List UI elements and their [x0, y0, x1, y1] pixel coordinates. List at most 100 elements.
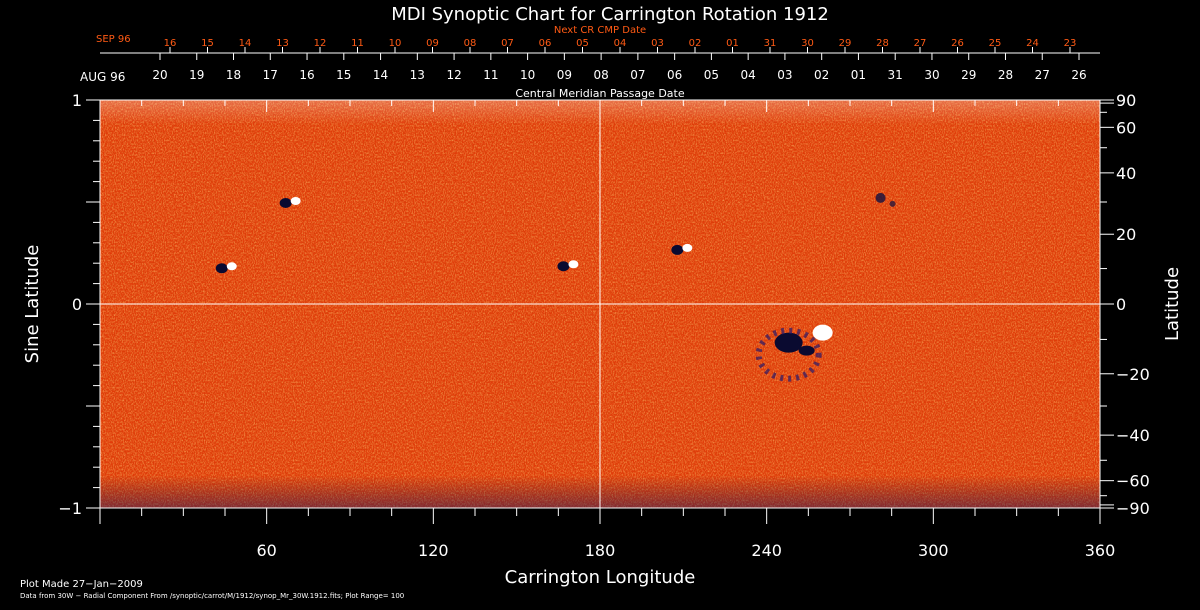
y-tick-label-left: 1 [72, 91, 82, 110]
x-tick-label: 60 [256, 541, 276, 560]
y-axis-label-left: Sine Latitude [22, 245, 43, 364]
y-tick-label-right: −60 [1116, 472, 1150, 491]
cmp-tick-label: 27 [1035, 68, 1050, 82]
x-tick-label: 240 [751, 541, 782, 560]
next-cr-tick-label: 04 [614, 38, 627, 49]
cmp-tick-label: 19 [189, 68, 204, 82]
next-cr-month: SEP 96 [96, 34, 131, 45]
cmp-tick-label: 14 [373, 68, 388, 82]
next-cr-ticks: 16 15 14 13 12 11 10 09 08 07 06 05 04 03 02 01 31 30 29 28… [164, 38, 1077, 53]
cmp-tick-label: 16 [299, 68, 314, 82]
next-cr-tick-label: 08 [464, 38, 477, 49]
cmp-tick-label: 01 [851, 68, 866, 82]
region-negative-spot [798, 345, 815, 356]
next-cr-tick-label: 05 [576, 38, 589, 49]
next-cr-tick-label: 11 [351, 38, 364, 49]
next-cr-tick-label: 02 [689, 38, 702, 49]
y-tick-label-right: 60 [1116, 118, 1136, 137]
cmp-tick-label: 15 [336, 68, 351, 82]
region-positive-spot [812, 324, 833, 341]
region-negative-spot [671, 244, 684, 255]
region-negative-spot [774, 332, 803, 353]
cmp-tick-label: 30 [924, 68, 939, 82]
cmp-tick-label: 17 [263, 68, 278, 82]
region-positive-spot [226, 262, 237, 271]
cmp-tick-label: 11 [483, 68, 498, 82]
next-cr-tick-label: 07 [501, 38, 514, 49]
y-tick-label-right: 90 [1116, 91, 1136, 110]
cmp-tick-label: 02 [814, 68, 829, 82]
next-cr-tick-label: 31 [764, 38, 777, 49]
region-negative-spot [889, 200, 896, 207]
right-axis: 90 60 40 20 0 −20 −40 −60 −90 [1100, 91, 1150, 518]
plot-made-note: Plot Made 27−Jan−2009 [20, 579, 143, 590]
x-tick-label: 180 [585, 541, 616, 560]
cmp-axis-label: Central Meridian Passage Date [515, 87, 684, 100]
next-cr-tick-label: 13 [276, 38, 289, 49]
cmp-tick-label: 07 [630, 68, 645, 82]
next-cr-tick-label: 24 [1026, 38, 1039, 49]
x-axis-label: Carrington Longitude [505, 567, 696, 588]
cmp-tick-label: 09 [557, 68, 572, 82]
cmp-tick-label: 31 [888, 68, 903, 82]
y-tick-label-right: −20 [1116, 365, 1150, 384]
cmp-tick-label: 05 [704, 68, 719, 82]
next-cr-tick-label: 27 [914, 38, 927, 49]
bottom-axis: 60 120 180 240 300 360 [99, 100, 1116, 560]
next-cr-tick-label: 23 [1064, 38, 1077, 49]
y-tick-label-left: −1 [58, 499, 82, 518]
next-cr-tick-label: 06 [539, 38, 552, 49]
next-cr-axis-label: Next CR CMP Date [554, 25, 646, 36]
cmp-tick-label: 13 [410, 68, 425, 82]
region-negative-spot [279, 198, 292, 208]
cmp-tick-label: 12 [446, 68, 461, 82]
region-positive-spot [290, 197, 301, 205]
next-cr-tick-label: 14 [239, 38, 252, 49]
cmp-tick-label: 26 [1071, 68, 1086, 82]
next-cr-tick-label: 12 [314, 38, 327, 49]
region-negative-spot [557, 261, 570, 272]
x-tick-label: 360 [1085, 541, 1116, 560]
cmp-tick-label: 18 [226, 68, 241, 82]
cmp-ticks: 20 19 18 17 16 15 14 13 12 11 10 09 08 07 06 05 04 03 02 01… [152, 53, 1087, 82]
left-axis: 1 0 −1 [58, 91, 100, 518]
y-tick-label-right: −90 [1116, 499, 1150, 518]
next-cr-tick-label: 10 [389, 38, 402, 49]
region-negative-spot [875, 192, 886, 203]
region-positive-spot [682, 243, 693, 252]
active-region [215, 262, 237, 274]
y-tick-label-right: 40 [1116, 164, 1136, 183]
cmp-tick-label: 10 [520, 68, 535, 82]
x-tick-label: 300 [918, 541, 949, 560]
x-tick-label: 120 [418, 541, 449, 560]
cmp-tick-label: 06 [667, 68, 682, 82]
cmp-tick-label: 29 [961, 68, 976, 82]
cmp-tick-label: 20 [152, 68, 167, 82]
next-cr-tick-label: 09 [426, 38, 439, 49]
y-tick-label-right: −40 [1116, 426, 1150, 445]
y-tick-label-right: 0 [1116, 295, 1126, 314]
y-tick-label-left: 0 [72, 295, 82, 314]
region-positive-spot [568, 260, 579, 269]
active-region [557, 260, 579, 272]
next-cr-tick-label: 03 [651, 38, 664, 49]
cmp-tick-label: 04 [741, 68, 756, 82]
next-cr-tick-label: 30 [801, 38, 814, 49]
next-cr-tick-label: 15 [201, 38, 214, 49]
y-tick-label-right: 20 [1116, 225, 1136, 244]
active-region [671, 243, 693, 255]
chart-title: MDI Synoptic Chart for Carrington Rotati… [391, 4, 829, 25]
next-cr-tick-label: 25 [989, 38, 1002, 49]
next-cr-tick-label: 28 [876, 38, 889, 49]
y-axis-label-right: Latitude [1162, 267, 1183, 341]
active-regions [215, 192, 896, 382]
cmp-tick-label: 28 [998, 68, 1013, 82]
next-cr-tick-label: 29 [839, 38, 852, 49]
next-cr-tick-label: 16 [164, 38, 177, 49]
active-region [279, 197, 301, 208]
cmp-month: AUG 96 [80, 70, 125, 84]
cmp-tick-label: 03 [777, 68, 792, 82]
active-region [755, 324, 833, 382]
next-cr-tick-label: 01 [726, 38, 739, 49]
